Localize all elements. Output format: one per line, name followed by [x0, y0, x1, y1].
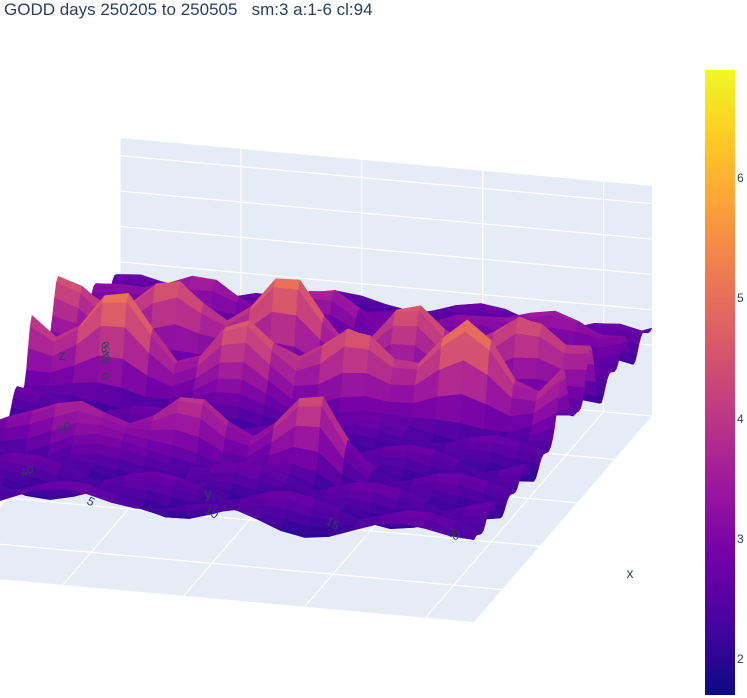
surface-mesh[interactable]: [0, 274, 653, 541]
axis-ticks: 0510152020406080023456xyz: [18, 339, 634, 581]
x-tick-2: 10: [203, 503, 222, 522]
surface-cell: [1, 438, 29, 454]
surface-cell: [390, 326, 418, 346]
grid-y-floor-3: [0, 543, 503, 591]
surface-cell: [513, 333, 541, 359]
surface-cell: [511, 357, 539, 380]
surface-cell: [24, 370, 51, 386]
surface-cell: [338, 396, 366, 413]
colorbar-tick-1: 3: [737, 531, 744, 546]
z-tick-1: 2: [98, 356, 111, 367]
colorbar-tick-4: 6: [737, 171, 744, 186]
surface-cell: [215, 378, 243, 395]
colorbar-tick-0: 2: [737, 651, 744, 666]
z-tick-4: 5: [98, 344, 111, 355]
surface-cell: [340, 372, 367, 398]
grid-z-wall-3: [119, 225, 653, 276]
z-tick-0: 0: [98, 371, 111, 382]
surface-cell: [342, 346, 369, 374]
surface-cell: [297, 396, 324, 408]
y-axis-label: y: [205, 485, 212, 501]
surface-cell: [435, 394, 462, 424]
z-axis-label: z: [59, 347, 66, 363]
surface-cell: [74, 423, 101, 436]
grid-x-floor-4: [425, 411, 605, 619]
x-axis-label: x: [627, 565, 634, 581]
surface-cell: [562, 353, 589, 371]
surface-cell: [217, 362, 245, 380]
surface-cell: [563, 344, 591, 354]
grid-z-wall-5: [119, 155, 653, 205]
surface-cell: [449, 527, 477, 541]
chart-title: GODD days 250205 to 250505 sm:3 a:1-6 cl…: [4, 0, 373, 19]
z-tick-5: 6: [98, 339, 111, 350]
x-tick-4: 20: [444, 525, 463, 544]
x-tick-3: 15: [323, 514, 342, 533]
surface-cell: [269, 311, 297, 348]
surface-cell: [188, 277, 215, 292]
grid-z-wall-2: [119, 261, 653, 311]
surface-cell: [295, 406, 322, 428]
surface-cell: [219, 342, 247, 364]
y-tick-0: 20: [55, 418, 74, 437]
surface-cell: [271, 287, 299, 316]
surface-cell: [209, 465, 237, 474]
surface-cell: [468, 436, 496, 443]
grid-z-wall-4: [119, 190, 653, 240]
surface-cell: [388, 384, 416, 404]
colorbar-tick-3: 5: [737, 291, 744, 306]
z-tick-3: 4: [98, 348, 111, 359]
colorbar: [705, 70, 735, 695]
y-tick-1: 40: [18, 462, 37, 481]
colorbar-tick-2: 4: [737, 411, 744, 426]
surface-cell: [390, 367, 418, 386]
z-tick-2: 3: [98, 352, 111, 363]
surface-cell: [100, 302, 128, 328]
surface-cell: [392, 310, 420, 327]
